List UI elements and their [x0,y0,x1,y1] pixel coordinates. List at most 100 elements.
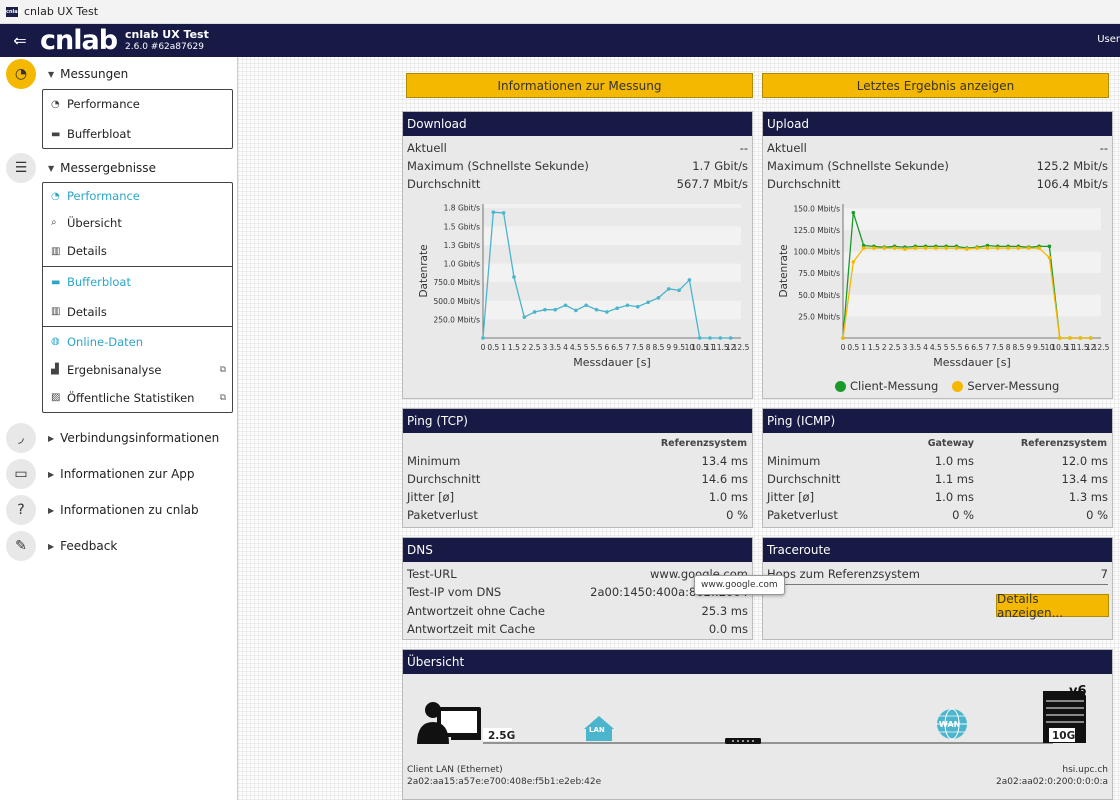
sidebar-item-ergebnisanalyse[interactable]: ▟ Ergebnisanalyse ⧉ [43,356,232,383]
last-result-button[interactable]: Letztes Ergebnis anzeigen [762,73,1109,98]
x-tick-label: 2 [882,343,887,352]
stat-row: Durchschnitt 567.7 Mbit/s [407,177,748,191]
data-point [923,246,928,250]
upload-card: Upload Aktuell -- Maximum (Schnellste Sek… [762,111,1113,399]
stat-row: Antwortzeit ohne Cache 25.3 ms [407,604,748,618]
y-tick-label: 500.0 Mbit/s [433,297,480,306]
section-info-app[interactable]: ▭ ▶ Informationen zur App [0,459,238,489]
stat-row: Aktuell -- [407,141,748,155]
stat-row: Maximum (Schnellste Sekunde) 1.7 Gbit/s [407,159,748,173]
stat-row: Maximum (Schnellste Sekunde) 125.2 Mbit/s [767,159,1108,173]
y-tick-label: 125.0 Mbit/s [793,226,840,235]
help-icon: ? [6,495,36,525]
x-tick-label: 12.5 [1093,343,1109,352]
caret-down-icon: ▼ [48,163,55,173]
x-tick-label: 5 [584,343,589,352]
data-point [574,308,578,313]
y-tick-label: 250.0 Mbit/s [433,315,480,324]
back-arrow-icon[interactable]: ⇐ [13,31,27,50]
stat-row: Jitter [ø] 1.0 ms [407,490,748,504]
stat-label: Durchschnitt [407,177,481,191]
grid-band [843,251,1101,274]
stat-value: 25.3 ms [701,604,748,618]
section-verbindungsinformationen[interactable]: ◞ ▶ Verbindungsinformationen [0,423,238,453]
x-tick-label: 2.5 [529,343,541,352]
section-messungen[interactable]: ◔ ▼ Messungen [0,59,238,89]
sidebar-item-performance[interactable]: ◔ Performance [43,90,232,118]
search-icon: ⌕ [51,217,57,228]
x-tick-label: 5 [944,343,949,352]
gateway-value: 1.1 ms [934,472,974,486]
x-tick-label: 11.5 [712,343,729,352]
server-speed: 10G [1052,730,1076,742]
item-label: Übersicht [67,215,122,230]
y-axis-label: Datenrate [778,244,790,297]
sidebar-item-result-performance[interactable]: ◔ Performance [43,183,232,209]
speedometer-icon: ◔ [6,59,36,89]
data-point [1047,244,1052,249]
item-label: Ergebnisanalyse [67,362,162,377]
x-tick-label: 12.5 [733,343,749,352]
section-info-cnlab[interactable]: ? ▶ Informationen zu cnlab [0,495,238,525]
user-menu[interactable]: User [1097,34,1120,45]
sidebar-item-result-bufferbloat[interactable]: ▬ Bufferbloat [43,267,232,297]
data-point [1078,336,1083,340]
item-label: Online-Daten [67,334,144,349]
sidebar-item-details-2[interactable]: ▥ Details [43,297,232,326]
data-point [594,307,599,312]
y-tick-label: 1.0 Gbit/s [444,260,480,269]
x-tick-label: 12 [1086,343,1096,352]
sidebar-item-statistiken[interactable]: ▨ Öffentliche Statistiken ⧉ [43,383,232,412]
card-title: Ping (TCP) [403,409,752,433]
rss-icon: ◞ [6,423,36,453]
sidebar-item-bufferbloat[interactable]: ▬ Bufferbloat [43,120,232,148]
bar-chart-icon: ▟ [51,364,59,375]
section-messergebnisse[interactable]: ☰ ▼ Messergebnisse [0,153,238,183]
data-point [1047,255,1052,260]
section-feedback[interactable]: ✎ ▶ Feedback [0,531,238,561]
x-tick-label: 7 [625,343,630,352]
stat-label: Durchschnitt [767,177,841,191]
legend-client[interactable]: Client-Messung [850,379,939,393]
stat-value: 0 % [726,508,748,522]
brand: cnlab UX Test 2.6.0 #62a87629 [125,28,209,53]
sidebar-item-online-daten[interactable]: ◍ Online-Daten [43,327,232,356]
x-tick-label: 6 [604,343,609,352]
window-titlebar: cnlab cnlab UX Test [0,0,1120,24]
section-label: Feedback [60,539,118,553]
messergebnisse-submenu: ◔ Performance ⌕ Übersicht ▥ Details ▬ Bu… [42,182,233,413]
traceroute-card: Traceroute Hops zum Referenzsystem 7 Deta… [762,537,1113,640]
data-point [656,296,661,300]
card-title: Traceroute [763,538,1112,562]
stat-value: -- [739,141,748,155]
stat-value: 1.7 Gbit/s [692,159,748,173]
section-label: Messergebnisse [60,161,156,175]
server-label: hsi.upc.ch [1062,765,1108,775]
sidebar-item-uebersicht[interactable]: ⌕ Übersicht [43,209,232,236]
legend-server[interactable]: Server-Messung [967,379,1060,393]
download-card: Download Aktuell -- Maximum (Schnellste S… [402,111,753,399]
x-tick-label: 4.5 [570,343,582,352]
data-point [965,247,969,251]
item-label: Öffentliche Statistiken [67,390,195,405]
data-point [728,336,733,340]
lan-label: LAN [589,726,605,734]
stat-row: Paketverlust 0 % [767,508,1108,522]
stat-label: Test-URL [407,567,457,581]
x-tick-label: 5.5 [591,343,603,352]
stat-row: Aktuell -- [767,141,1108,155]
router-icon: ▬ [51,128,61,140]
data-point [615,306,619,311]
info-measurement-button[interactable]: Informationen zur Messung [406,73,753,98]
client-speed: 2.5G [488,730,516,742]
sidebar-item-details-1[interactable]: ▥ Details [43,236,232,266]
data-point [687,278,692,282]
app-version: 2.6.0 #62a87629 [125,41,204,52]
details-button[interactable]: Details anzeigen... [996,592,1109,620]
stat-value: 0 % [1086,508,1108,522]
grid-band [483,263,741,283]
item-label: Performance [67,189,140,203]
x-tick-label: 2 [522,343,527,352]
data-point [861,243,866,248]
card-title: Übersicht [403,650,1112,674]
